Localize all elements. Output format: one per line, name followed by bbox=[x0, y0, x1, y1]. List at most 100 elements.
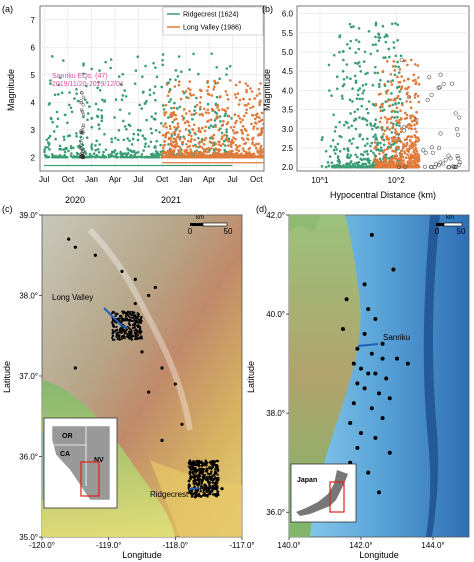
event-point bbox=[385, 59, 389, 63]
event-point bbox=[224, 109, 227, 113]
event-point bbox=[163, 111, 166, 114]
event-point bbox=[186, 153, 190, 156]
event-point bbox=[383, 115, 387, 119]
event-point bbox=[376, 158, 379, 162]
event-point bbox=[234, 137, 237, 141]
event-point bbox=[69, 144, 73, 148]
event-point bbox=[234, 96, 238, 99]
event-point bbox=[251, 141, 254, 144]
event-point bbox=[387, 55, 391, 59]
event-point bbox=[49, 116, 53, 120]
event-point bbox=[376, 49, 379, 53]
event-point bbox=[350, 142, 354, 145]
event-point bbox=[372, 159, 376, 163]
event-point bbox=[429, 145, 434, 150]
event-point bbox=[54, 137, 57, 141]
event-point bbox=[258, 116, 261, 119]
y-tick-label-b: 3.5 bbox=[282, 106, 294, 115]
event-point bbox=[401, 103, 404, 107]
event-point bbox=[172, 151, 175, 154]
event-point bbox=[111, 321, 114, 324]
event-point bbox=[167, 90, 171, 94]
event-point bbox=[210, 94, 214, 97]
event-point bbox=[259, 99, 262, 103]
event-point bbox=[187, 461, 191, 465]
event-point bbox=[351, 87, 354, 90]
event-point bbox=[374, 23, 378, 27]
event-point bbox=[353, 164, 357, 168]
event-point bbox=[408, 138, 412, 142]
inset-map-d: Japan bbox=[290, 463, 357, 523]
event-point bbox=[374, 161, 378, 164]
event-point bbox=[206, 155, 209, 159]
event-point bbox=[257, 120, 261, 123]
event-point bbox=[62, 59, 65, 62]
event-point bbox=[421, 148, 426, 153]
event-point bbox=[190, 464, 194, 468]
event-point bbox=[159, 122, 163, 125]
event-point bbox=[399, 127, 403, 130]
event-point bbox=[394, 22, 397, 25]
event-point bbox=[66, 134, 70, 138]
event-point bbox=[391, 125, 395, 128]
x-tick-label-a: Jul bbox=[39, 175, 49, 184]
event-point bbox=[406, 123, 410, 127]
event-point bbox=[231, 152, 235, 156]
event-point bbox=[219, 120, 222, 123]
event-point bbox=[366, 152, 369, 156]
event-point bbox=[113, 338, 116, 341]
event-point bbox=[413, 144, 416, 147]
event-point bbox=[355, 381, 360, 386]
event-point bbox=[206, 472, 210, 475]
event-point bbox=[85, 84, 88, 88]
event-point bbox=[98, 143, 101, 146]
y-tick-label-d: 42.0° bbox=[266, 211, 285, 220]
event-point bbox=[75, 135, 78, 138]
event-point bbox=[220, 137, 223, 141]
event-point bbox=[242, 149, 246, 153]
event-point bbox=[214, 125, 217, 129]
event-point bbox=[229, 143, 233, 146]
event-point bbox=[377, 148, 381, 152]
x-tick-label-a: Jan bbox=[179, 175, 192, 184]
event-point bbox=[48, 134, 52, 138]
event-point bbox=[443, 157, 448, 162]
event-point bbox=[438, 160, 443, 165]
event-point bbox=[111, 334, 115, 337]
event-point bbox=[373, 435, 378, 440]
event-point bbox=[409, 116, 413, 120]
event-point bbox=[57, 83, 60, 87]
event-point bbox=[80, 136, 84, 140]
event-point bbox=[219, 144, 223, 148]
legend-label-ridgecrest: Ridgecrest (1624) bbox=[183, 12, 239, 19]
event-point bbox=[133, 301, 137, 306]
event-point bbox=[396, 60, 399, 64]
event-point bbox=[174, 137, 178, 141]
event-point bbox=[76, 99, 80, 103]
event-point bbox=[250, 122, 253, 126]
event-point bbox=[126, 137, 129, 140]
event-point bbox=[408, 145, 412, 148]
event-point bbox=[214, 468, 217, 472]
site-label-ridgecrest: Ridgecrest bbox=[150, 490, 189, 499]
event-point bbox=[193, 105, 197, 109]
event-point bbox=[73, 366, 77, 370]
event-point bbox=[182, 108, 186, 111]
event-point bbox=[177, 133, 180, 136]
event-point bbox=[391, 160, 395, 164]
event-point bbox=[205, 487, 209, 490]
event-point bbox=[123, 89, 127, 92]
event-point bbox=[257, 142, 261, 146]
event-point bbox=[152, 153, 156, 157]
event-point bbox=[216, 465, 219, 468]
event-point bbox=[189, 150, 193, 154]
event-point bbox=[134, 328, 138, 331]
event-point bbox=[136, 334, 139, 337]
event-point bbox=[81, 103, 85, 107]
event-point bbox=[195, 154, 199, 158]
event-point bbox=[355, 155, 359, 159]
event-point bbox=[190, 137, 193, 141]
event-point bbox=[120, 336, 123, 339]
event-point bbox=[255, 94, 259, 97]
event-point bbox=[417, 154, 420, 158]
